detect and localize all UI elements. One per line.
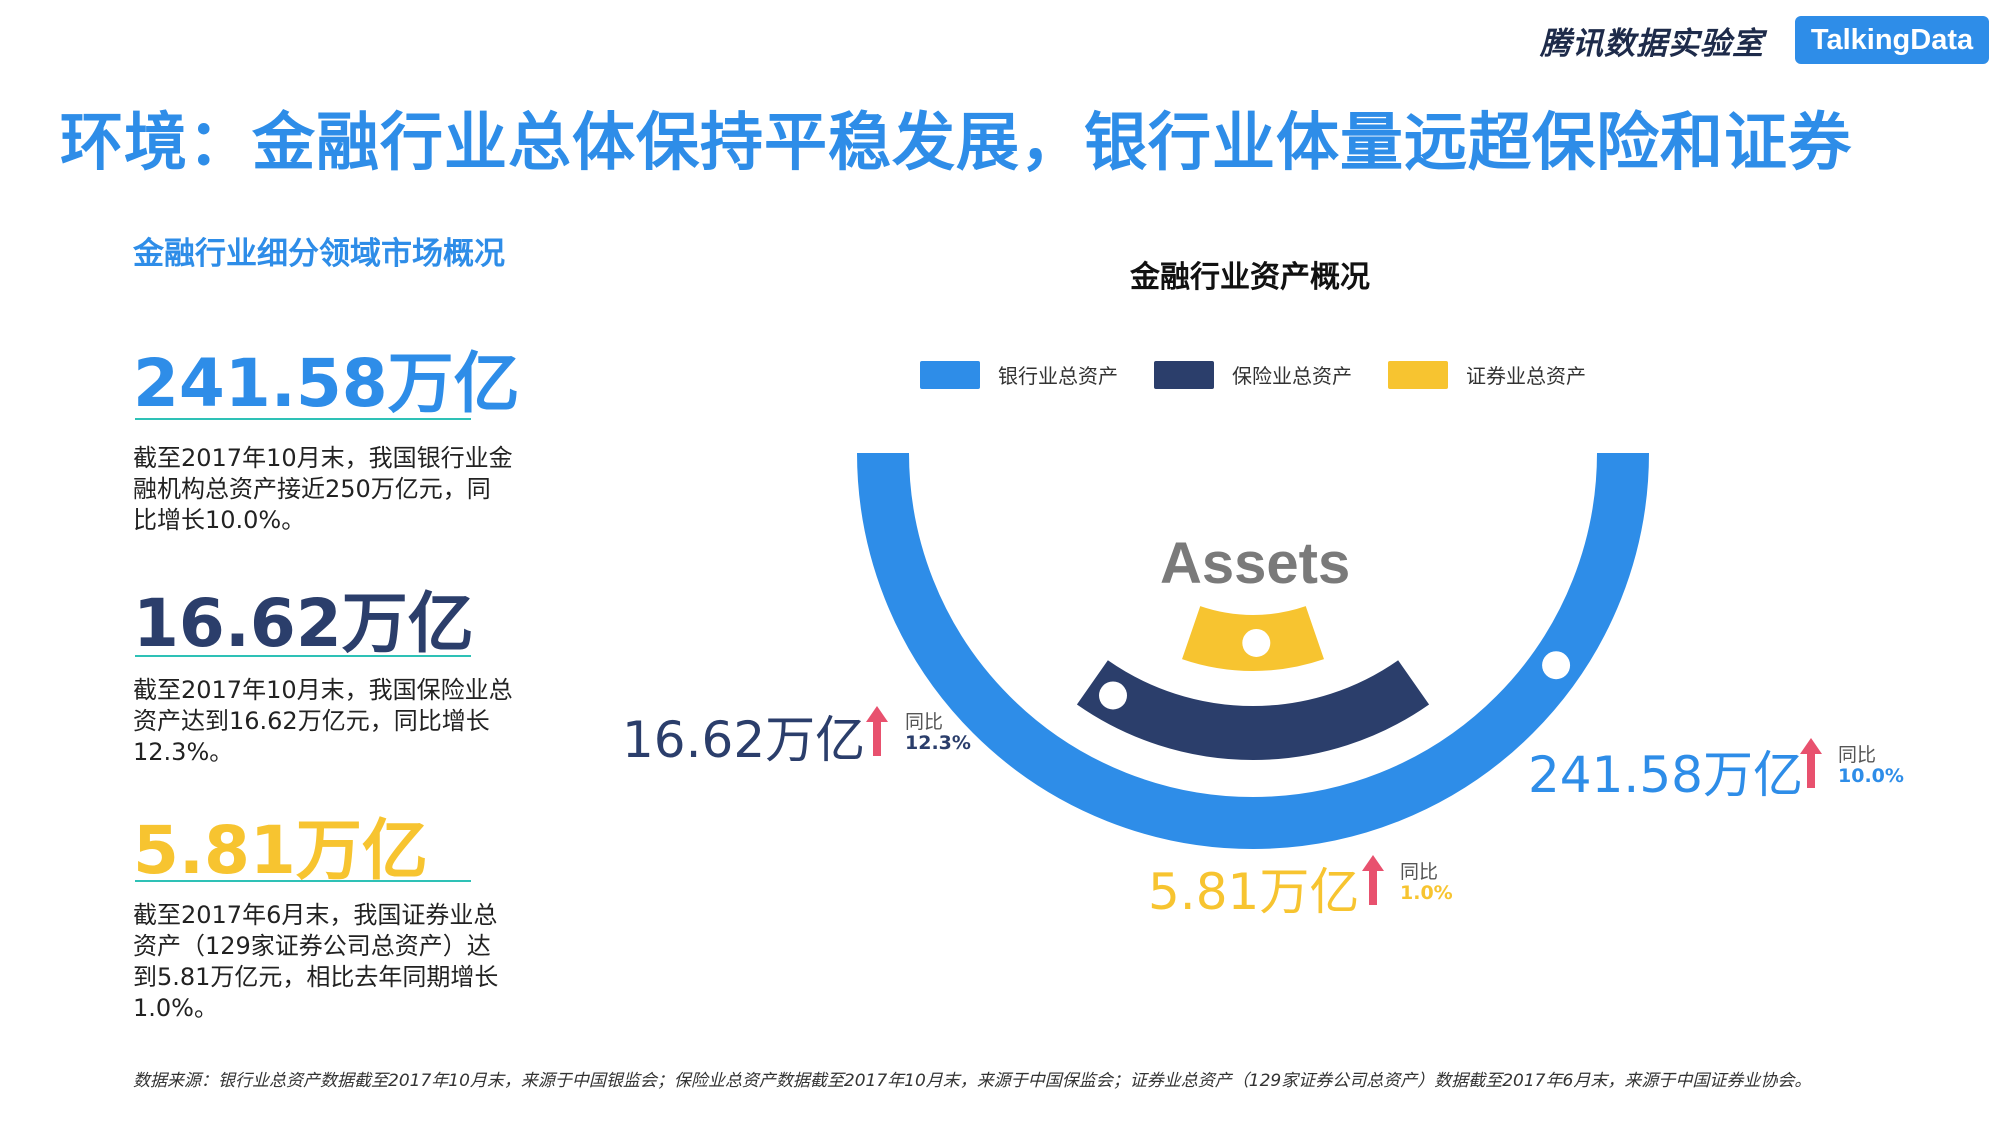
insurance-assets-value: 16.62万亿 [133,585,474,662]
legend-swatch-insurance [1154,360,1214,389]
bank-marker [1542,651,1571,680]
legend-label-securities: 证券业总资产 [1466,364,1586,388]
divider [135,655,471,657]
bank-assets-value: 241.58万亿 [133,345,520,422]
securities-callout-value: 5.81万亿 [1148,863,1360,921]
legend-swatch-securities [1388,360,1448,389]
legend-label-insurance: 保险业总资产 [1232,364,1352,388]
insurance-yoy-value: 12.3% [905,732,971,754]
securities-assets-value: 5.81万亿 [133,812,428,889]
securities-yoy-label: 同比 [1400,861,1439,883]
legend-label-bank: 银行业总资产 [998,364,1118,388]
divider [135,418,471,420]
bank-assets-desc: 截至2017年10月末，我国银行业金融机构总资产接近250万亿元，同比增长10.… [133,444,513,534]
bank-yoy-label: 同比 [1838,744,1877,766]
chart-title: 金融行业资产概况 [1130,260,1370,295]
insurance-marker [1099,681,1127,710]
talkingdata-logo: TalkingData [1795,16,1989,64]
securities-marker [1242,628,1271,657]
insurance-callout-value: 16.62万亿 [622,711,866,769]
chart-legend: 银行业总资产 保险业总资产 证券业总资产 [920,360,1586,389]
chart-center-label: Assets [1160,531,1351,596]
bank-arc [857,452,1649,849]
section-title: 金融行业细分领域市场概况 [133,236,505,272]
securities-yoy-value: 1.0% [1400,882,1453,904]
up-arrow-icon [1800,738,1822,788]
insurance-arc [1076,660,1430,760]
divider [135,880,471,882]
bank-yoy-value: 10.0% [1838,765,1904,787]
data-source-footnote: 数据来源：银行业总资产数据截至2017年10月末，来源于中国银监会；保险业总资产… [133,1071,1812,1091]
legend-swatch-bank [920,360,980,389]
insurance-assets-desc: 截至2017年10月末，我国保险业总资产达到16.62万亿元，同比增长12.3%… [133,676,513,766]
tencent-lab-logo: 腾讯数据实验室 [1540,26,1764,62]
bank-callout-value: 241.58万亿 [1528,746,1803,804]
securities-assets-desc: 截至2017年6月末，我国证券业总资产（129家证券公司总资产）达到5.81万亿… [133,901,499,1022]
insurance-yoy-label: 同比 [905,711,944,733]
up-arrow-icon [866,706,888,756]
up-arrow-icon [1362,855,1384,905]
page-title: 环境：金融行业总体保持平稳发展，银行业体量远超保险和证券 [60,106,1852,179]
